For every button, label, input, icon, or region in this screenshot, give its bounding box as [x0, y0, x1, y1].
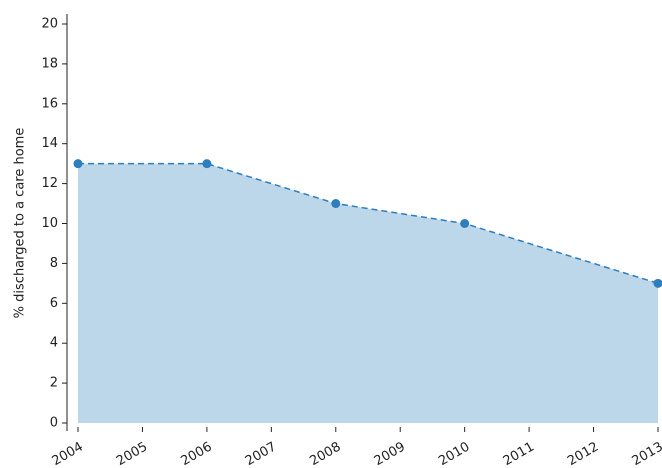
x-tick-label: 2008: [307, 440, 343, 468]
x-tick-label: 2007: [243, 440, 279, 468]
y-tick-label: 20: [41, 17, 58, 32]
point: [73, 159, 83, 169]
y-tick-label: 10: [41, 216, 58, 231]
point: [460, 219, 470, 228]
x-tick-label: 2004: [50, 440, 86, 468]
y-tick-label: 2: [50, 376, 58, 391]
point: [653, 278, 662, 288]
y-tick-label: 0: [50, 416, 58, 431]
x-tick-label: 2011: [501, 440, 537, 468]
y-tick-label: 16: [41, 96, 58, 111]
y-tick-label: 12: [41, 176, 58, 191]
x-tick-label: 2006: [178, 440, 214, 468]
y-tick-label: 8: [50, 256, 58, 271]
point: [202, 159, 212, 169]
point: [331, 199, 341, 209]
y-axis-label: % discharged to a care home: [13, 128, 28, 319]
area: [78, 163, 658, 423]
x-tick-label: 2010: [436, 440, 472, 468]
y-tick-label: 4: [50, 336, 58, 351]
x-tick-label: 2012: [565, 440, 601, 468]
y-tick-label: 14: [41, 136, 58, 151]
x-tick-label: 2013: [630, 440, 662, 468]
y-tick-label: 6: [50, 296, 58, 311]
x-tick-label: 2009: [372, 440, 408, 468]
x-tick-label: 2005: [114, 440, 150, 468]
y-tick-label: 18: [41, 56, 58, 71]
